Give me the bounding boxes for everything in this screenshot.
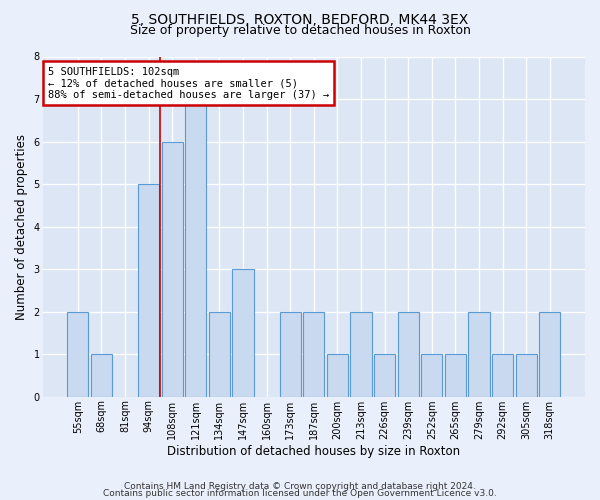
Bar: [232, 269, 254, 396]
Bar: [492, 354, 513, 397]
Bar: [421, 354, 442, 397]
Y-axis label: Number of detached properties: Number of detached properties: [15, 134, 28, 320]
Bar: [91, 354, 112, 397]
Bar: [539, 312, 560, 396]
Bar: [445, 354, 466, 397]
Text: 5, SOUTHFIELDS, ROXTON, BEDFORD, MK44 3EX: 5, SOUTHFIELDS, ROXTON, BEDFORD, MK44 3E…: [131, 12, 469, 26]
Bar: [327, 354, 348, 397]
Bar: [161, 142, 183, 396]
Text: Contains HM Land Registry data © Crown copyright and database right 2024.: Contains HM Land Registry data © Crown c…: [124, 482, 476, 491]
Bar: [515, 354, 537, 397]
Bar: [398, 312, 419, 396]
Bar: [138, 184, 159, 396]
Bar: [303, 312, 325, 396]
Text: Size of property relative to detached houses in Roxton: Size of property relative to detached ho…: [130, 24, 470, 37]
X-axis label: Distribution of detached houses by size in Roxton: Distribution of detached houses by size …: [167, 444, 460, 458]
Bar: [209, 312, 230, 396]
Text: Contains public sector information licensed under the Open Government Licence v3: Contains public sector information licen…: [103, 490, 497, 498]
Bar: [67, 312, 88, 396]
Bar: [350, 312, 371, 396]
Bar: [185, 99, 206, 396]
Bar: [280, 312, 301, 396]
Bar: [374, 354, 395, 397]
Bar: [469, 312, 490, 396]
Text: 5 SOUTHFIELDS: 102sqm
← 12% of detached houses are smaller (5)
88% of semi-detac: 5 SOUTHFIELDS: 102sqm ← 12% of detached …: [48, 66, 329, 100]
